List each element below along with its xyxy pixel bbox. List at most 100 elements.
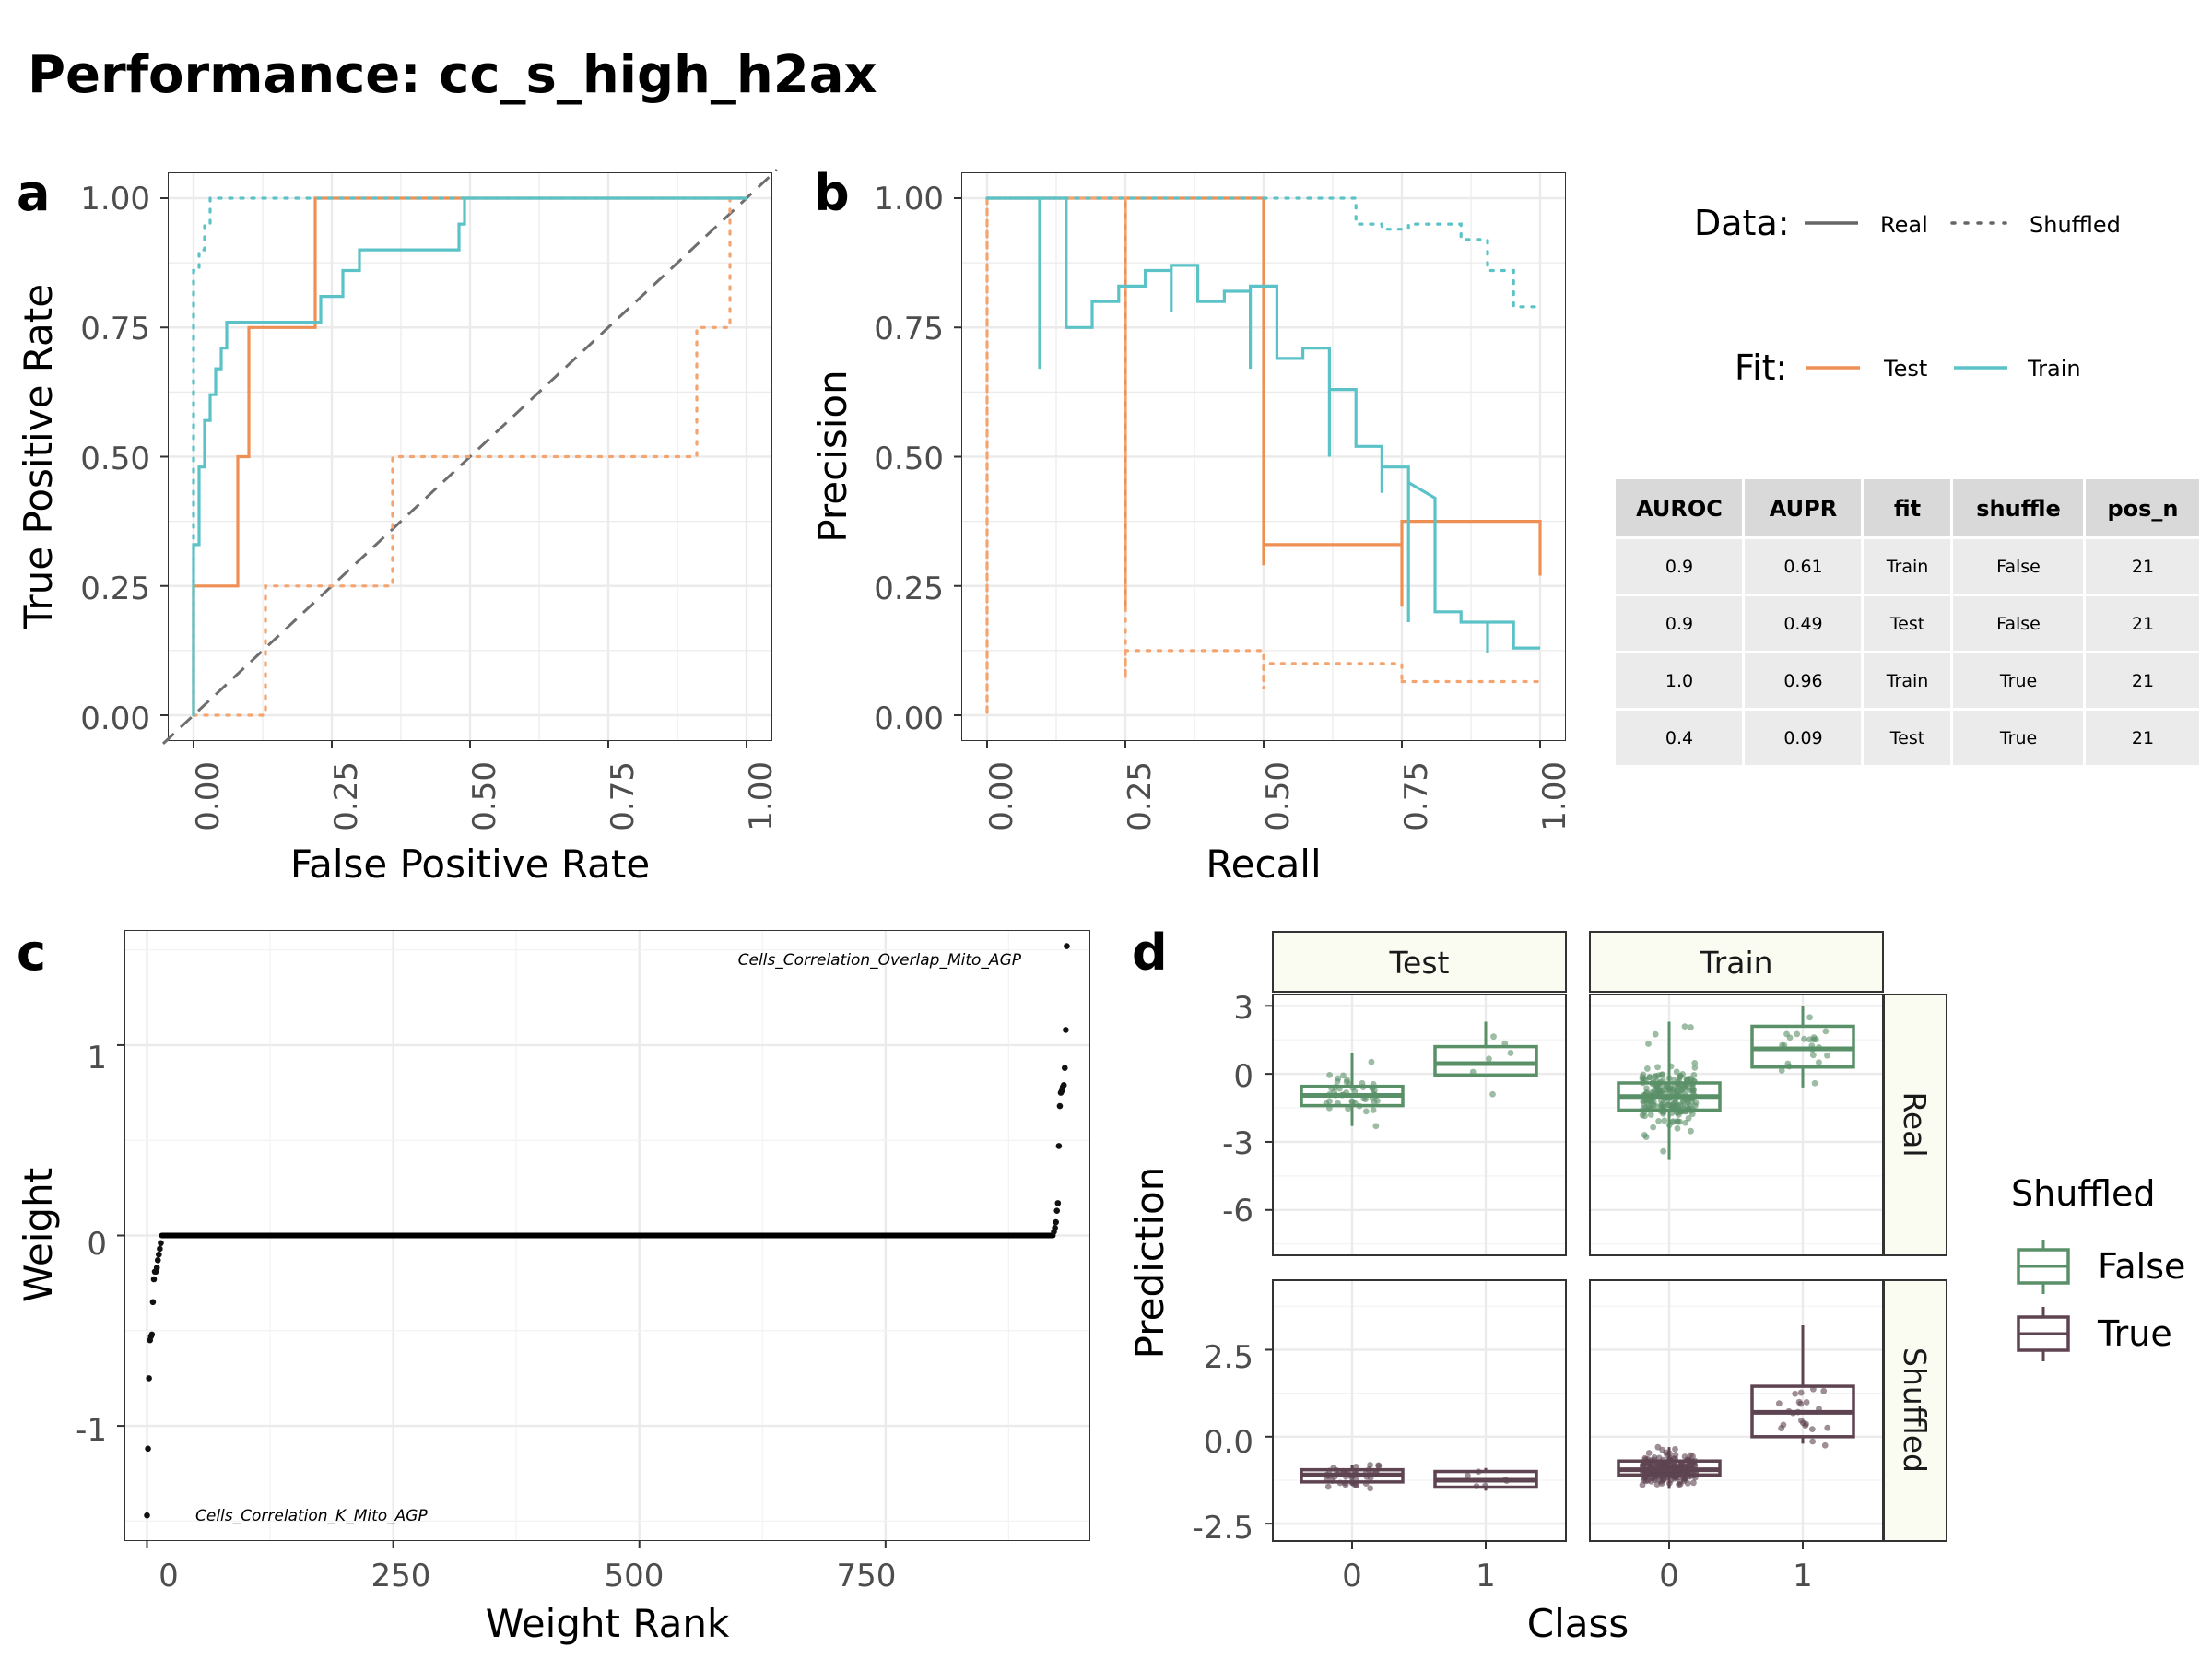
panel-a-xtick-075: 0.75: [605, 761, 641, 831]
table-header-cell: [1616, 479, 1742, 536]
facet-bg: [1273, 994, 1566, 1255]
facet-frame: [1589, 1279, 1884, 1542]
jitter-point: [1786, 1034, 1794, 1041]
jitter-point: [1676, 1074, 1683, 1081]
jitter-point: [1688, 1127, 1694, 1135]
panel-c-ylabel: Weight: [16, 1168, 61, 1302]
jitter-point: [1690, 1479, 1697, 1487]
jitter-point: [1670, 1462, 1677, 1469]
jitter-point: [1801, 1035, 1807, 1042]
panel-c-yticks: 1 0 -1: [76, 1040, 107, 1449]
table-cell: [1864, 711, 1950, 765]
jitter-point: [1809, 1052, 1817, 1059]
legend-shuffled-label: Shuffled: [2030, 212, 2121, 238]
jitter-point: [1677, 1101, 1684, 1109]
panel-a-xtick-025: 0.25: [328, 761, 365, 831]
jitter-point: [1370, 1107, 1377, 1113]
table-cell-value: True: [1999, 671, 2037, 691]
weight-point: [156, 1251, 162, 1258]
panel-b-xlabel: Recall: [1206, 841, 1321, 887]
panel-d-ytick-m6: -6: [1222, 1193, 1253, 1230]
panel-d-predictions: Test Train Real Shuffled 3 0 -3 -6 2.5 0…: [1127, 931, 1947, 1646]
panel-a-roc: 1.00 0.75 0.50 0.25 0.00 0.00 0.25 0.50 …: [16, 169, 780, 887]
jitter-point: [1797, 1389, 1805, 1396]
jitter-point: [1334, 1078, 1341, 1085]
panel-d-ylabel: Prediction: [1127, 1167, 1172, 1359]
jitter-point: [1656, 1088, 1663, 1095]
jitter-point: [1351, 1088, 1359, 1095]
panel-b-ylabel: Precision: [810, 370, 855, 542]
jitter-point: [1816, 1059, 1822, 1066]
panel-b-xticks: 0.00 0.25 0.50 0.75 1.00: [983, 761, 1573, 831]
jitter-point: [1797, 1417, 1805, 1424]
table-cell: [1616, 596, 1742, 651]
jitter-point: [1654, 1443, 1662, 1451]
jitter-point: [1676, 1084, 1683, 1091]
strip-train: [1589, 931, 1884, 993]
legend-data: Data: Real Shuffled: [1694, 203, 2121, 243]
legend-shuffled: Shuffled False True: [2011, 1173, 2185, 1361]
weight-point: [1053, 1218, 1059, 1226]
panel-c-ytick-m1: -1: [76, 1412, 107, 1449]
figure-title: Performance: cc_s_high_h2ax: [28, 45, 877, 105]
panel-a-ylabel: True Positive Rate: [16, 284, 61, 629]
jitter-point: [1811, 1079, 1818, 1087]
jitter-point: [1646, 1074, 1653, 1081]
jitter-point: [1489, 1090, 1496, 1098]
panel-d-yticks-shuffled: 2.5 0.0 -2.5: [1193, 1339, 1253, 1547]
jitter-point: [1465, 1472, 1471, 1479]
legend-shuffled-title: Shuffled: [2011, 1173, 2156, 1214]
table-cell: [1953, 596, 2083, 651]
weight-point: [144, 1512, 150, 1519]
jitter-point: [1643, 1065, 1651, 1072]
jitter-point: [1809, 1438, 1817, 1445]
panel-c-annotation-bottom: Cells_Correlation_K_Mito_AGP: [195, 1507, 428, 1525]
jitter-point: [1822, 1028, 1830, 1035]
table-cell: [2086, 653, 2199, 708]
panel-a-xticks: 0.00 0.25 0.50 0.75 1.00: [190, 761, 780, 831]
jitter-point: [1802, 1422, 1809, 1430]
legend-fit-title: Fit:: [1735, 347, 1787, 388]
jitter-point: [1691, 1102, 1699, 1110]
table-header-label: shuffle: [1976, 496, 2061, 522]
table-cell: [2086, 596, 2199, 651]
table-cell-value: 0.4: [1665, 728, 1693, 748]
panel-c-xtick-0: 0: [159, 1558, 179, 1594]
facet-test-real: [1265, 994, 1567, 1256]
jitter-point: [1794, 1030, 1801, 1038]
panel-a-xtick-1: 1.00: [743, 761, 780, 831]
facet-frame: [1589, 994, 1884, 1256]
jitter-point: [1778, 1425, 1785, 1431]
weight-point: [146, 1375, 152, 1382]
panel-c-annotation-top: Cells_Correlation_Overlap_Mito_AGP: [738, 951, 1022, 970]
weight-point: [1061, 1065, 1068, 1072]
weight-point: [1064, 943, 1070, 949]
table-cell: [1864, 539, 1950, 594]
jitter-point: [1784, 1060, 1792, 1067]
panel-b-ytick-1: 1.00: [874, 181, 944, 218]
weight-point: [1056, 1102, 1064, 1110]
facet-bg: [1273, 1280, 1566, 1541]
panel-c-xlabel: Weight Rank: [486, 1601, 730, 1646]
panel-b-ytick-075: 0.75: [874, 311, 944, 347]
panel-d-ytick-0: 0: [1233, 1058, 1253, 1095]
jitter-point: [1340, 1072, 1347, 1079]
jitter-point: [1326, 1072, 1333, 1078]
jitter-point: [1684, 1099, 1691, 1106]
facet-bg: [1590, 994, 1883, 1255]
panel-b-curves: [985, 196, 1542, 715]
curve-train-real: [192, 196, 747, 715]
legend-real-label: Real: [1880, 212, 1928, 238]
jitter-point: [1490, 1033, 1497, 1041]
weight-point: [150, 1276, 158, 1283]
jitter-point: [1797, 1400, 1805, 1407]
facet-train-real: [1589, 994, 1884, 1256]
strip-real: [1883, 994, 1947, 1256]
panel-c-xticks: 0 250 500 750: [159, 1558, 896, 1594]
jitter-point: [1806, 1014, 1813, 1021]
panel-c-letter: c: [17, 924, 46, 982]
jitter-point: [1803, 1399, 1810, 1406]
panel-a-xtick-050: 0.50: [466, 761, 503, 831]
jitter-point: [1650, 1124, 1657, 1131]
